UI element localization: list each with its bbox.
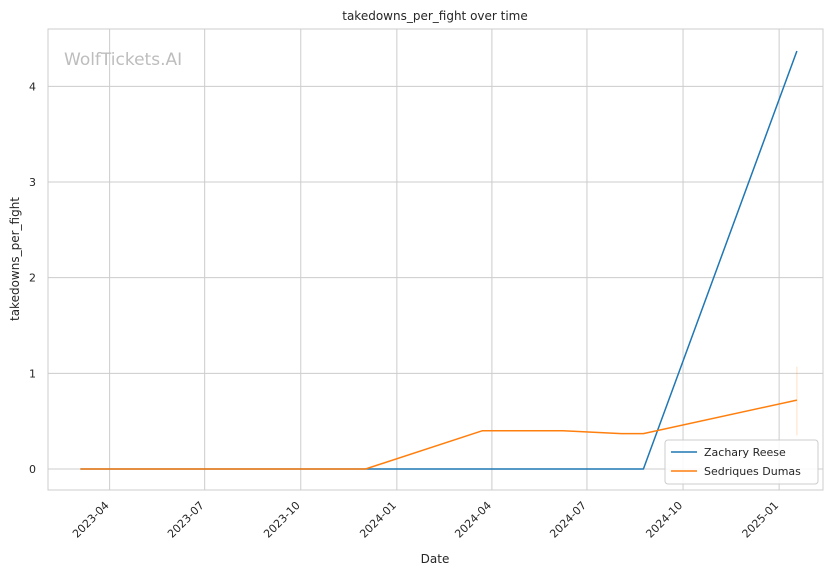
y-tick-label: 0 bbox=[29, 463, 36, 476]
y-tick-label: 2 bbox=[29, 272, 36, 285]
series-line bbox=[80, 50, 798, 470]
y-axis-label: takedowns_per_fight bbox=[8, 197, 22, 321]
grid bbox=[48, 29, 823, 490]
legend-box bbox=[664, 439, 819, 485]
y-tick-label: 1 bbox=[29, 367, 36, 380]
x-tick-label: 2024-04 bbox=[452, 499, 494, 541]
x-tick-label: 2024-01 bbox=[357, 499, 399, 541]
series-layer bbox=[80, 50, 798, 470]
series-line bbox=[80, 399, 798, 470]
x-tick-label: 2023-10 bbox=[261, 499, 303, 541]
y-tick-label: 4 bbox=[29, 80, 36, 93]
x-tick-label: 2025-01 bbox=[740, 499, 782, 541]
legend-label: Sedriques Dumas bbox=[704, 465, 801, 478]
x-tick-label: 2024-10 bbox=[643, 499, 685, 541]
chart-title: takedowns_per_fight over time bbox=[342, 9, 528, 23]
legend: Zachary Reese Sedriques Dumas bbox=[664, 439, 819, 485]
watermark: WolfTickets.AI bbox=[64, 50, 182, 70]
x-axis-label: Date bbox=[421, 552, 450, 566]
x-tick-labels: 2023-04 2023-07 2023-10 2024-01 2024-04 2024-… bbox=[70, 499, 781, 541]
x-tick-label: 2024-07 bbox=[547, 499, 589, 541]
x-tick-label: 2023-04 bbox=[70, 499, 112, 541]
y-tick-label: 3 bbox=[29, 176, 36, 189]
plot-frame bbox=[47, 28, 824, 491]
legend-label: Zachary Reese bbox=[704, 446, 786, 459]
x-tick-label: 2023-07 bbox=[165, 499, 207, 541]
y-tick-labels: 0 1 2 3 4 bbox=[29, 80, 36, 476]
